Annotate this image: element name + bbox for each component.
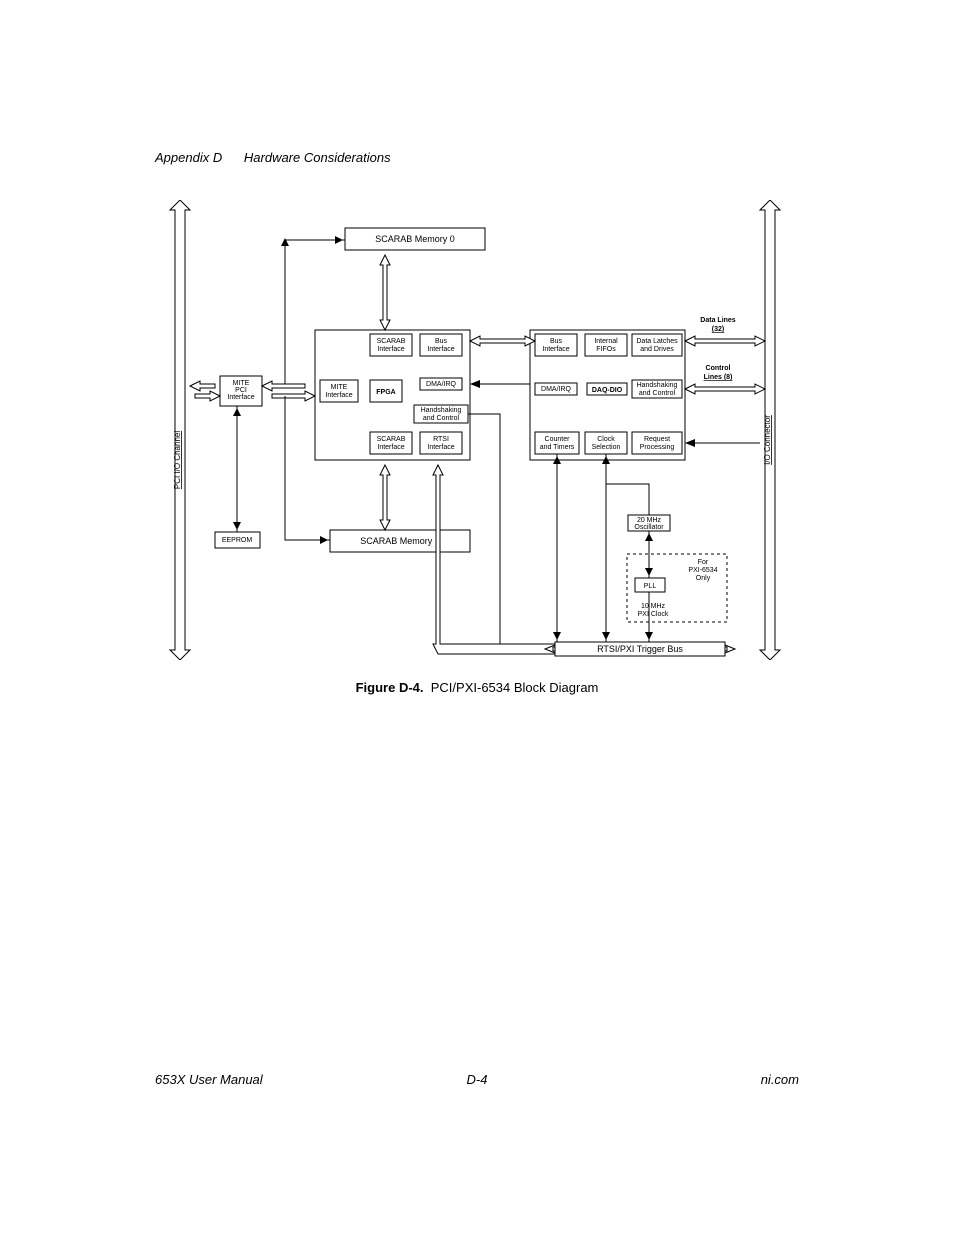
svg-text:Internal: Internal (594, 338, 618, 345)
svg-text:SCARAB Memory 0: SCARAB Memory 0 (375, 234, 455, 244)
svg-text:Interface: Interface (377, 346, 404, 353)
svg-text:PXI-6534: PXI-6534 (688, 567, 717, 574)
svg-text:Processing: Processing (640, 444, 675, 451)
svg-text:DMA/IRQ: DMA/IRQ (541, 386, 572, 393)
svg-text:and Timers: and Timers (540, 444, 575, 451)
svg-text:DAQ-DIO: DAQ-DIO (592, 387, 623, 394)
svg-text:Request: Request (644, 436, 670, 443)
svg-text:FIFOs: FIFOs (596, 346, 616, 353)
footer-center: D-4 (0, 1072, 954, 1087)
svg-text:Data Lines: Data Lines (700, 317, 736, 324)
svg-text:Handshaking: Handshaking (637, 382, 678, 389)
svg-text:For: For (698, 559, 709, 566)
header-appendix: Appendix D (155, 150, 222, 165)
svg-text:Interface: Interface (427, 346, 454, 353)
svg-text:I/O Connector: I/O Connector (763, 415, 772, 465)
svg-text:SCARAB: SCARAB (377, 436, 406, 443)
header-section: Hardware Considerations (244, 150, 391, 165)
svg-text:and Control: and Control (423, 415, 460, 422)
footer-right: ni.com (761, 1072, 799, 1087)
svg-text:Interface: Interface (227, 394, 254, 401)
svg-text:Lines (8): Lines (8) (704, 374, 733, 381)
svg-text:10 MHz: 10 MHz (641, 603, 666, 610)
figure-text: PCI/PXI-6534 Block Diagram (431, 680, 599, 695)
svg-text:Data Latches: Data Latches (636, 338, 678, 345)
svg-text:SCARAB Memory 1: SCARAB Memory 1 (360, 536, 440, 546)
svg-text:MITE: MITE (233, 380, 250, 387)
svg-text:PCI I/O Channel: PCI I/O Channel (173, 431, 182, 489)
svg-text:and Drives: and Drives (640, 346, 674, 353)
svg-text:PCI: PCI (235, 387, 247, 394)
svg-text:Bus: Bus (435, 338, 448, 345)
pci-channel-bus: PCI I/O Channel (170, 200, 190, 660)
svg-text:SCARAB: SCARAB (377, 338, 406, 345)
svg-text:EEPROM: EEPROM (222, 537, 253, 544)
svg-text:DMA/IRQ: DMA/IRQ (426, 381, 457, 388)
svg-text:PLL: PLL (644, 583, 657, 590)
svg-text:PXI Clock: PXI Clock (638, 611, 669, 618)
io-connector-bus: I/O Connector (760, 200, 780, 660)
svg-text:Control: Control (706, 365, 731, 372)
svg-text:Interface: Interface (325, 392, 352, 399)
svg-text:RTSI: RTSI (433, 436, 449, 443)
svg-text:and Control: and Control (639, 390, 676, 397)
block-diagram: PCI I/O Channel I/O Connector SCARAB Mem… (155, 200, 795, 660)
svg-text:Handshaking: Handshaking (421, 407, 462, 414)
svg-text:Interface: Interface (542, 346, 569, 353)
svg-text:Bus: Bus (550, 338, 563, 345)
figure-label: Figure D-4. (356, 680, 424, 695)
svg-text:FPGA: FPGA (376, 389, 395, 396)
svg-text:Interface: Interface (377, 444, 404, 451)
svg-text:Clock: Clock (597, 436, 615, 443)
svg-text:Selection: Selection (592, 444, 621, 451)
svg-text:Oscillator: Oscillator (634, 524, 664, 531)
svg-text:Counter: Counter (545, 436, 571, 443)
svg-text:20 MHz: 20 MHz (637, 517, 662, 524)
svg-text:RTSI/PXI Trigger Bus: RTSI/PXI Trigger Bus (597, 644, 683, 654)
svg-text:Only: Only (696, 575, 711, 582)
svg-text:(32): (32) (712, 326, 724, 333)
svg-text:MITE: MITE (331, 384, 348, 391)
svg-text:Interface: Interface (427, 444, 454, 451)
